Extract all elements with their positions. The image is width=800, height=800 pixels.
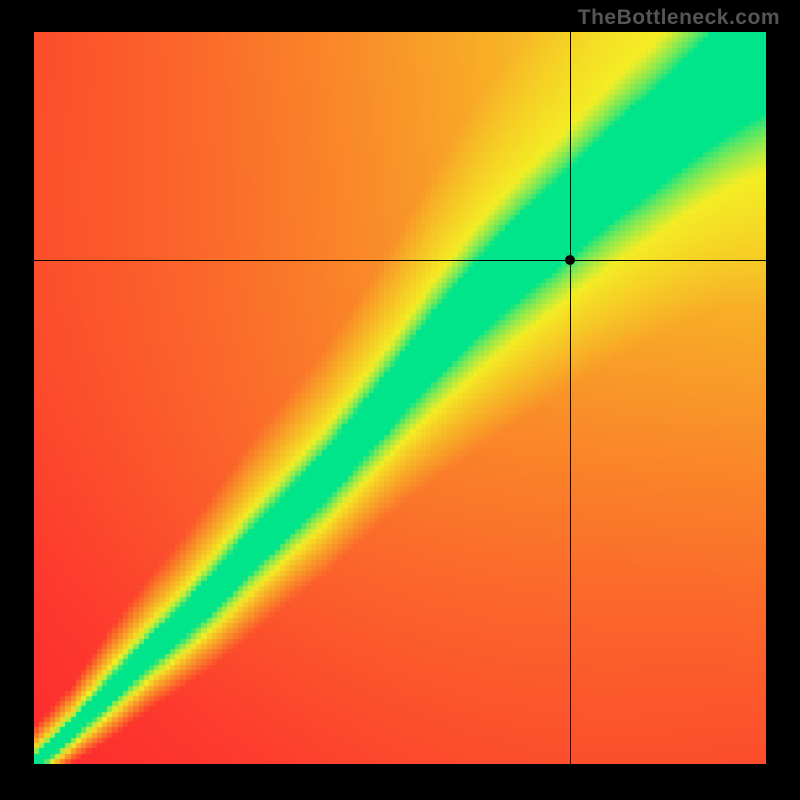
crosshair-horizontal [34,260,766,261]
bottleneck-chart: TheBottleneck.com [0,0,800,800]
crosshair-vertical [570,32,571,764]
heatmap-canvas [34,32,766,764]
watermark-text: TheBottleneck.com [578,6,780,30]
